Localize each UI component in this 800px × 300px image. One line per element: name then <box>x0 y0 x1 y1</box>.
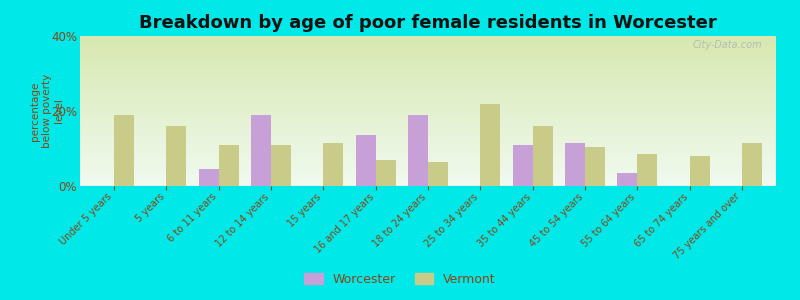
Bar <box>114 115 134 186</box>
Bar <box>356 135 376 186</box>
Bar <box>408 115 428 186</box>
Bar <box>618 173 638 186</box>
Legend: Worcester, Vermont: Worcester, Vermont <box>299 268 501 291</box>
Bar <box>166 126 186 186</box>
Bar <box>585 147 605 186</box>
Bar <box>480 103 500 186</box>
Y-axis label: percentage
below poverty
level: percentage below poverty level <box>30 74 64 148</box>
Bar <box>198 169 218 186</box>
Bar <box>323 143 343 186</box>
Bar <box>638 154 658 186</box>
Bar <box>690 156 710 186</box>
Bar <box>251 115 271 186</box>
Bar <box>742 143 762 186</box>
Bar <box>271 145 291 186</box>
Title: Breakdown by age of poor female residents in Worcester: Breakdown by age of poor female resident… <box>139 14 717 32</box>
Bar <box>513 145 533 186</box>
Bar <box>533 126 553 186</box>
Bar <box>376 160 395 186</box>
Bar <box>218 145 238 186</box>
Bar <box>565 143 585 186</box>
Text: City-Data.com: City-Data.com <box>693 40 762 50</box>
Bar <box>428 162 448 186</box>
